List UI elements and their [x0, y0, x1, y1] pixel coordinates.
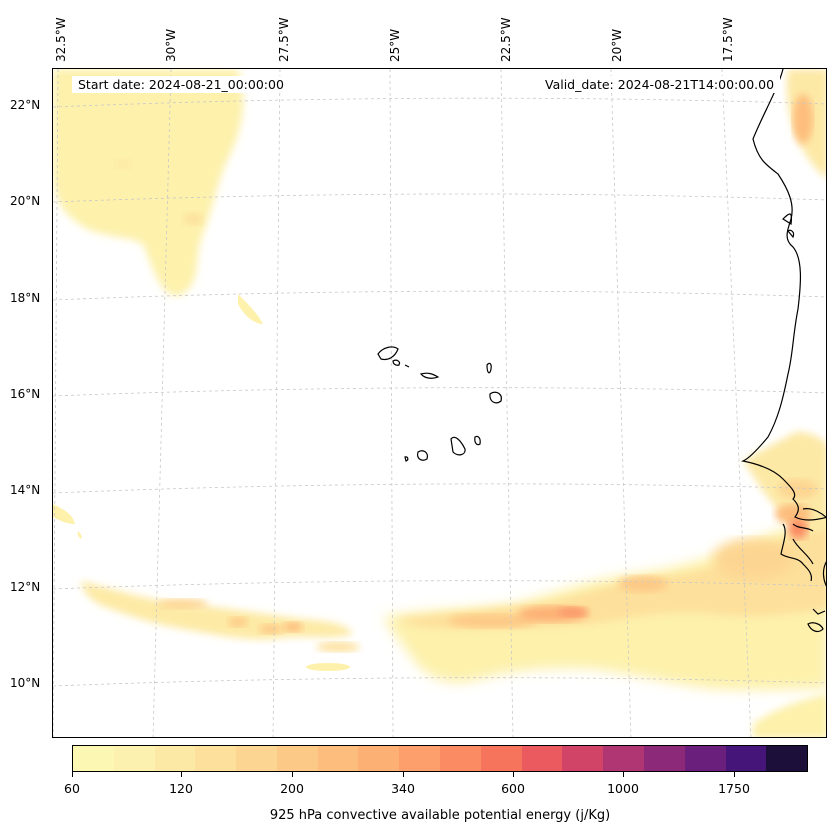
colorbar-segment-3	[195, 746, 237, 771]
island-santo-antao	[377, 346, 399, 361]
lat-label-18n: 18°N	[10, 291, 41, 305]
lat-label-20n: 20°N	[10, 194, 41, 208]
lon-label-25w: 25°W	[388, 28, 402, 62]
colorbar-segment-5	[276, 746, 318, 771]
cape-verde-islands	[377, 346, 502, 462]
island-sao-nicolau	[419, 372, 440, 379]
colorbar-segment-2	[154, 746, 196, 771]
colorbar-segment-17	[766, 746, 808, 771]
colorbar-tick	[72, 772, 73, 777]
lat-label-16n: 16°N	[10, 387, 41, 401]
lon-label-27-5w: 27.5°W	[277, 17, 291, 62]
colorbar-segment-4	[236, 746, 277, 771]
lat-label-12n: 12°N	[10, 580, 41, 594]
island-santiago	[450, 436, 466, 456]
island-sal	[486, 362, 492, 374]
colorbar-label-60: 60	[64, 781, 80, 796]
cape-region-northwest-tail	[238, 294, 263, 324]
colorbar-segment-8	[399, 746, 441, 771]
island-boa-vista	[489, 391, 502, 404]
colorbar-segment-13	[603, 746, 644, 771]
colorbar-tick	[292, 772, 293, 777]
colorbar-label-1000: 1000	[607, 781, 639, 796]
island-sao-vicente	[392, 359, 401, 366]
lon-label-30w: 30°W	[164, 28, 178, 62]
lon-label-20w: 20°W	[610, 28, 624, 62]
colorbar-segment-1	[113, 746, 155, 771]
island-brava	[404, 456, 409, 462]
colorbar-segment-9	[440, 746, 481, 771]
colorbar-segment-0	[73, 746, 114, 771]
valid-date-label: Valid_date: 2024-08-21T14:00:00.00	[539, 76, 781, 93]
colorbar-segment-16	[725, 746, 767, 771]
cape-region-southeast	[753, 694, 826, 737]
colorbar-segment-11	[521, 746, 563, 771]
colorbar-segment-14	[643, 746, 685, 771]
colorbar-label-600: 600	[501, 781, 525, 796]
colorbar-label-120: 120	[169, 781, 193, 796]
cape-spot-northwest	[183, 213, 203, 225]
start-date-label: Start date: 2024-08-21_00:00:00	[72, 76, 290, 93]
island-fogo	[417, 450, 428, 461]
colorbar-label-340: 340	[391, 781, 415, 796]
lon-label-17-5w: 17.5°W	[721, 17, 735, 62]
cape-region-south-west	[81, 581, 353, 640]
lon-label-22-5w: 22.5°W	[499, 17, 513, 62]
island-maio	[474, 435, 481, 446]
colorbar-segment-6	[317, 746, 359, 771]
map-canvas	[53, 69, 826, 737]
cape-region-west-edge	[53, 504, 75, 524]
colorbar-tick	[403, 772, 404, 777]
colorbar-tick	[513, 772, 514, 777]
colorbar	[72, 745, 808, 772]
cape-region-northwest	[53, 69, 244, 296]
cape-field	[53, 69, 826, 737]
cape-spot-south-max	[558, 607, 588, 617]
lon-label-32-5w: 32.5°W	[54, 17, 68, 62]
colorbar-segment-12	[562, 746, 604, 771]
colorbar-title: 925 hPa convective available potential e…	[269, 808, 611, 823]
cape-spot-south-islet	[316, 642, 360, 652]
colorbar-tick	[734, 772, 735, 777]
map-panel	[52, 68, 827, 738]
colorbar-segment-10	[480, 746, 522, 771]
colorbar-label-1750: 1750	[718, 781, 750, 796]
colorbar-segment-7	[358, 746, 400, 771]
lat-label-10n: 10°N	[10, 676, 41, 690]
colorbar-tick	[623, 772, 624, 777]
colorbar-label-200: 200	[280, 781, 304, 796]
african-coast	[740, 69, 826, 587]
lat-label-22n: 22°N	[10, 98, 41, 112]
coastlines	[740, 69, 826, 633]
gridlines	[53, 69, 826, 737]
colorbar-segment-15	[684, 746, 726, 771]
colorbar-tick	[181, 772, 182, 777]
lat-label-14n: 14°N	[10, 483, 41, 497]
